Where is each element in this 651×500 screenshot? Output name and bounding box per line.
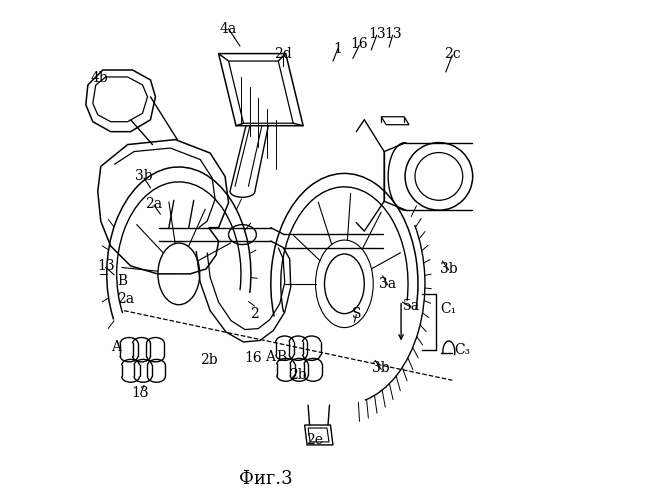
- Text: 2b: 2b: [289, 368, 307, 382]
- Text: 2a: 2a: [117, 292, 134, 306]
- Text: 13: 13: [97, 259, 115, 273]
- Text: B: B: [118, 274, 128, 288]
- Text: 3b: 3b: [440, 262, 458, 276]
- Text: 16: 16: [245, 352, 262, 366]
- Text: A: A: [111, 340, 120, 354]
- Text: 2d: 2d: [274, 46, 292, 60]
- Text: 2c: 2c: [444, 46, 461, 60]
- Text: S: S: [352, 306, 361, 320]
- Text: 13: 13: [132, 386, 149, 400]
- Text: B: B: [277, 350, 287, 364]
- Text: C₃: C₃: [454, 344, 470, 357]
- Text: 5a: 5a: [402, 298, 420, 312]
- Text: 3b: 3b: [135, 170, 153, 183]
- Text: 16: 16: [350, 36, 368, 51]
- Text: A: A: [265, 350, 275, 364]
- Text: 3a: 3a: [379, 277, 396, 291]
- Text: 1: 1: [333, 42, 342, 56]
- Text: 4b: 4b: [90, 72, 108, 86]
- Text: 3b: 3b: [372, 362, 390, 376]
- Text: 2a: 2a: [145, 198, 163, 211]
- Text: C₁: C₁: [441, 302, 457, 316]
- Text: 13: 13: [384, 26, 402, 40]
- Text: 2e: 2e: [306, 433, 323, 447]
- Text: Фиг.3: Фиг.3: [239, 470, 293, 488]
- Text: 13: 13: [368, 26, 385, 40]
- Text: 4a: 4a: [220, 22, 237, 36]
- Text: 2b: 2b: [200, 354, 217, 368]
- Text: 2: 2: [251, 306, 259, 320]
